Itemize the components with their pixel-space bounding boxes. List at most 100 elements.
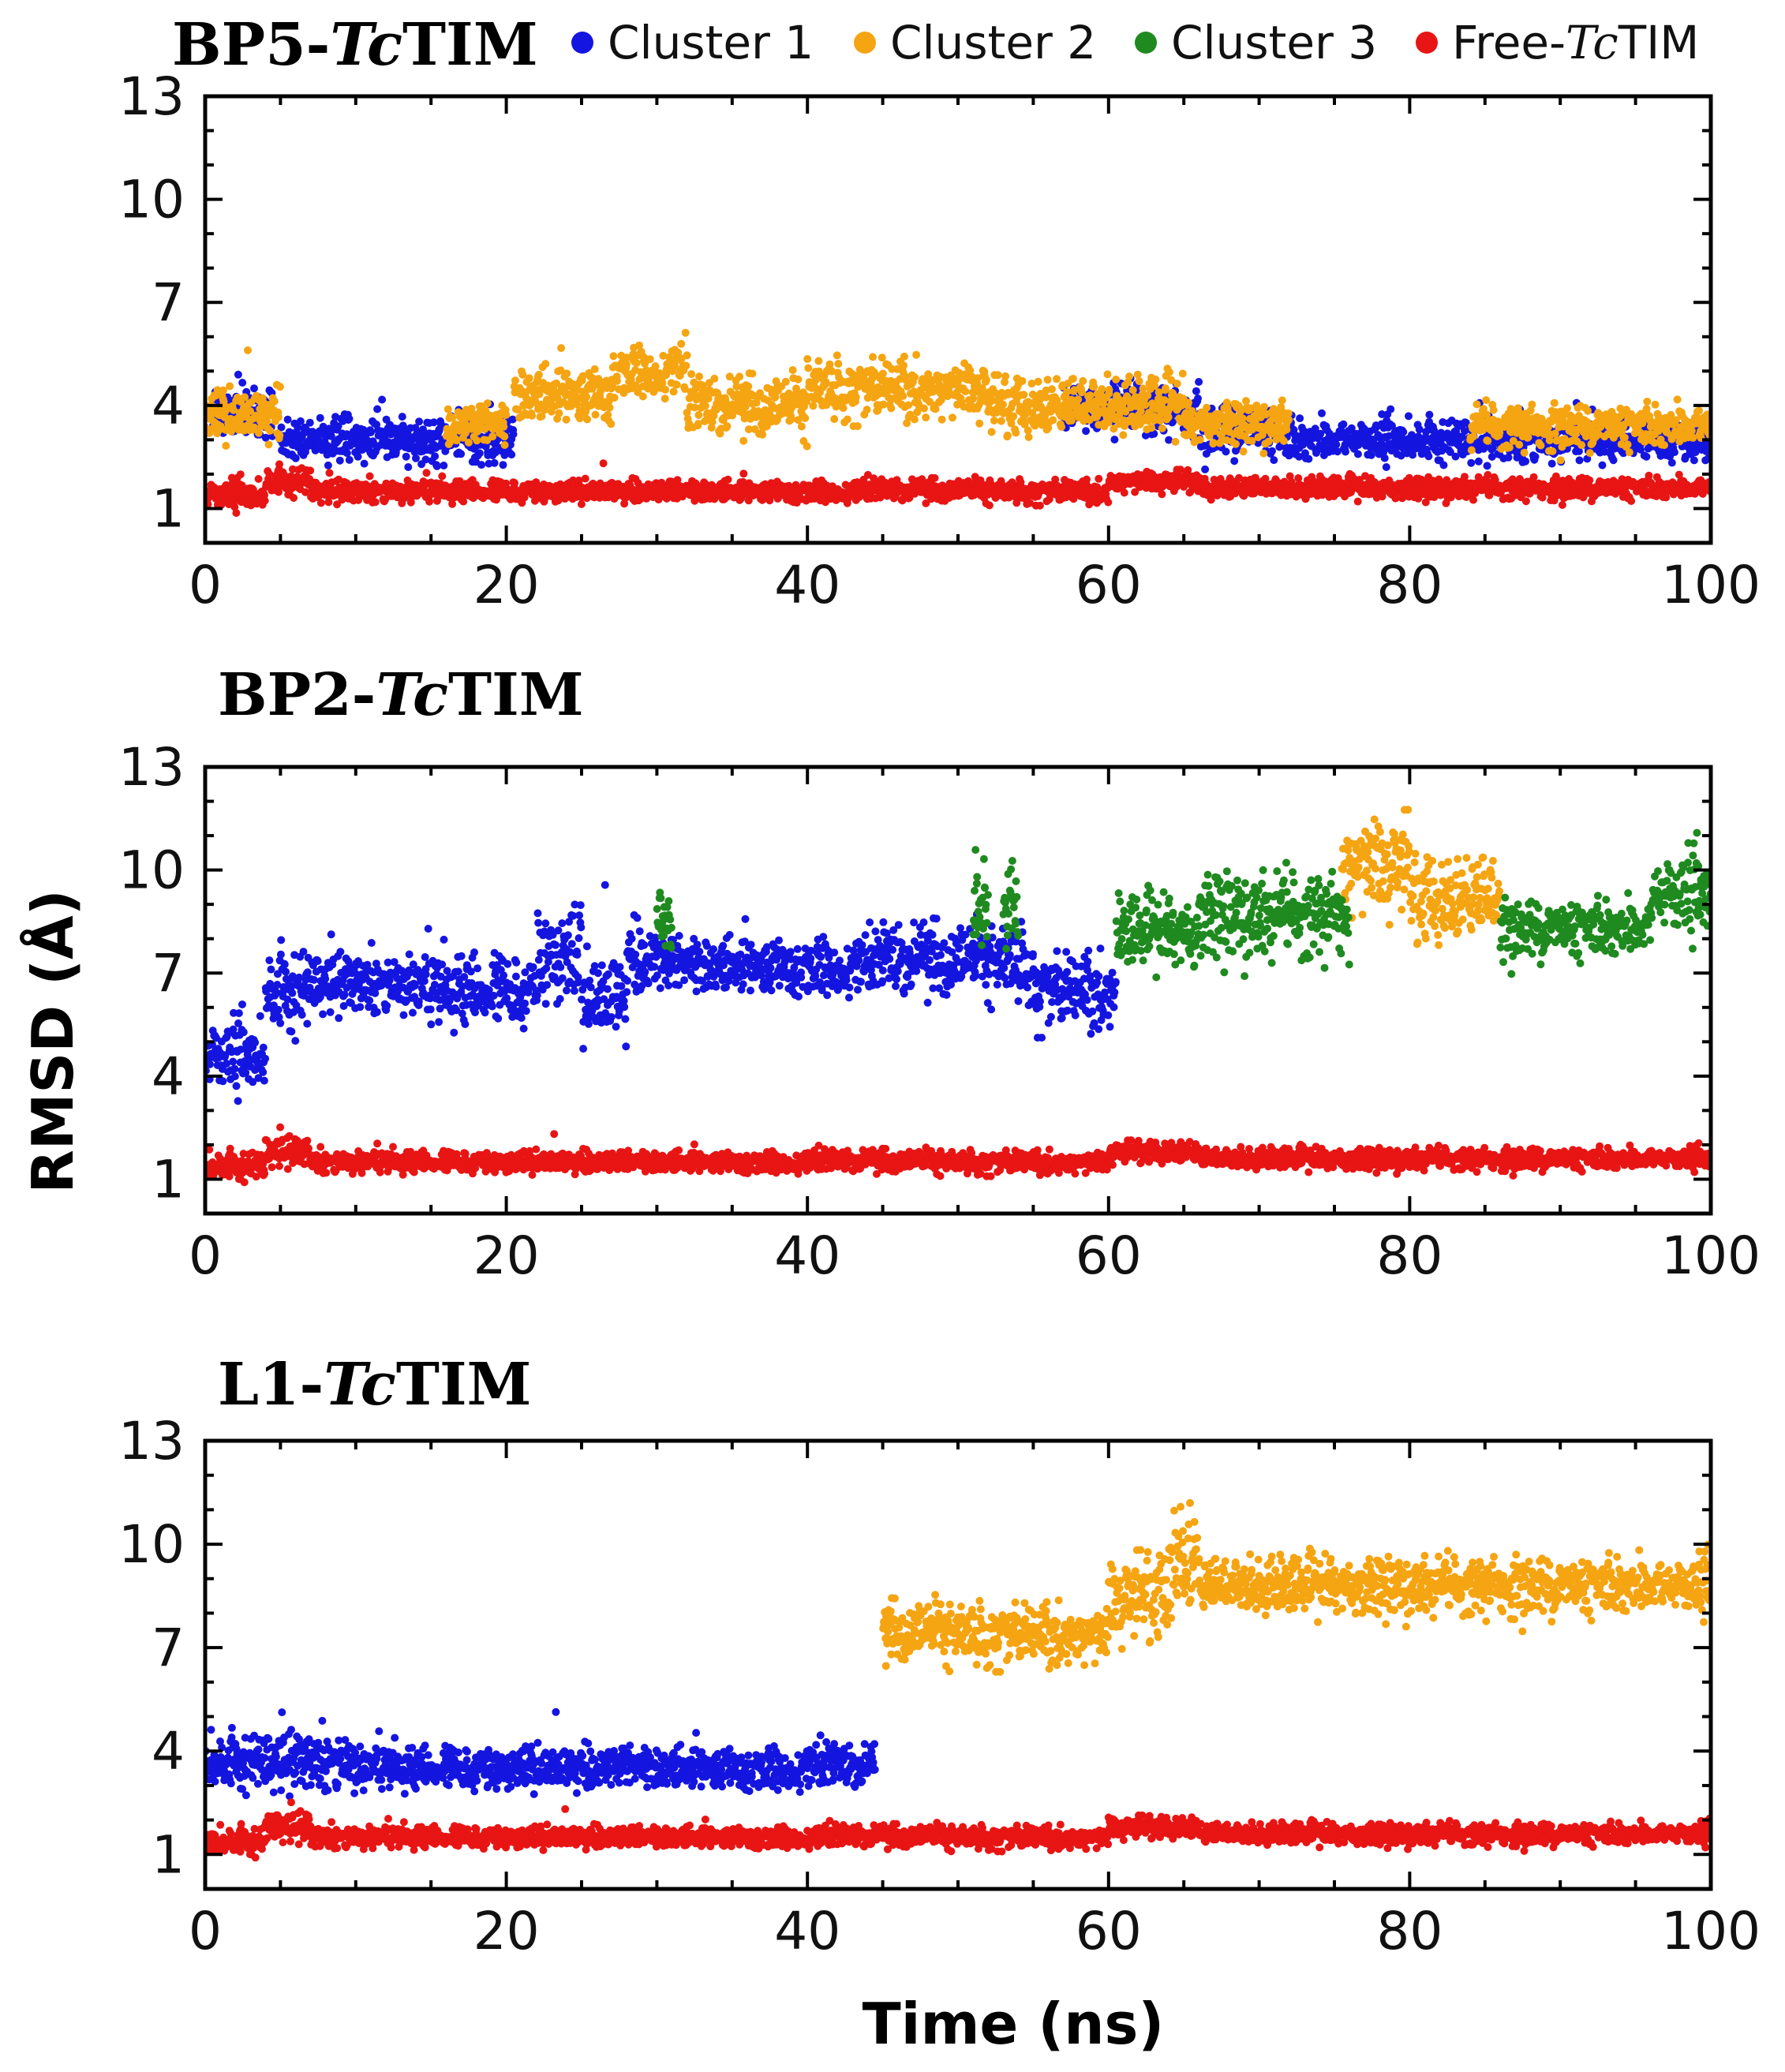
point: [1483, 462, 1491, 470]
point: [1318, 409, 1326, 417]
point: [635, 341, 643, 350]
point: [555, 409, 563, 417]
point: [659, 351, 668, 360]
point: [794, 375, 803, 383]
point: [1484, 436, 1492, 445]
point: [1446, 448, 1454, 456]
legend-label: Free-TcTIM: [1452, 16, 1699, 69]
point: [834, 360, 843, 368]
point: [994, 371, 1002, 380]
point: [1177, 401, 1186, 410]
point: [1304, 454, 1313, 463]
legend-marker: [854, 32, 876, 54]
point: [365, 472, 374, 481]
point: [270, 397, 279, 406]
point: [690, 403, 699, 412]
point: [1139, 384, 1147, 393]
point: [1048, 385, 1056, 394]
point: [723, 422, 732, 431]
point: [448, 413, 457, 422]
point: [1031, 421, 1039, 430]
point: [306, 466, 315, 475]
point: [851, 393, 860, 402]
point: [651, 362, 660, 371]
point: [483, 399, 492, 408]
point: [429, 418, 438, 427]
point: [260, 496, 269, 505]
point: [324, 498, 333, 507]
point: [1509, 436, 1517, 445]
point: [575, 414, 584, 423]
point: [1009, 412, 1018, 421]
point: [263, 417, 271, 426]
point: [305, 418, 314, 427]
point: [638, 392, 647, 401]
point: [1121, 407, 1130, 416]
data-points: [205, 328, 1711, 518]
point: [406, 498, 415, 507]
point: [1103, 370, 1112, 379]
point: [843, 415, 851, 424]
point: [1526, 406, 1535, 415]
point: [1469, 432, 1478, 441]
point: [844, 495, 852, 503]
point: [500, 432, 509, 441]
point: [1342, 447, 1349, 456]
point: [1461, 419, 1470, 428]
point: [787, 415, 795, 424]
point: [275, 431, 284, 439]
point: [412, 454, 420, 462]
point: [986, 397, 995, 406]
point: [373, 405, 382, 413]
point: [701, 402, 709, 410]
point: [1141, 401, 1150, 410]
point: [912, 350, 921, 359]
point: [961, 387, 970, 396]
point: [354, 452, 362, 461]
point: [673, 476, 682, 484]
point: [931, 405, 940, 413]
point: [1173, 380, 1181, 388]
point: [1642, 452, 1651, 461]
point: [1528, 400, 1536, 409]
point: [599, 459, 608, 468]
point: [911, 373, 919, 381]
point: [525, 374, 533, 383]
point: [577, 500, 586, 508]
point: [900, 361, 907, 370]
point: [1164, 413, 1173, 421]
point: [590, 365, 599, 373]
point: [985, 501, 994, 510]
point: [937, 415, 946, 424]
point: [855, 365, 864, 374]
point: [672, 380, 681, 389]
point: [277, 423, 286, 432]
point: [553, 394, 562, 402]
point: [500, 422, 508, 431]
point: [291, 454, 300, 462]
point: [490, 458, 499, 467]
point: [334, 422, 342, 431]
point: [415, 417, 424, 426]
point: [695, 372, 704, 381]
legend-label: Cluster 3: [1171, 16, 1377, 69]
point: [1439, 461, 1448, 469]
point: [863, 406, 871, 414]
point: [499, 461, 507, 469]
point: [674, 348, 683, 357]
point: [1556, 456, 1565, 465]
point: [1415, 425, 1424, 434]
point: [804, 364, 813, 372]
point: [1332, 440, 1341, 449]
point: [1178, 369, 1187, 378]
point: [1067, 417, 1076, 425]
point: [582, 393, 591, 401]
point: [1473, 400, 1481, 409]
point: [583, 415, 592, 424]
point: [1001, 372, 1010, 380]
point: [1074, 395, 1083, 404]
point: [1042, 393, 1050, 402]
series-cluster-2: [205, 328, 1711, 465]
point: [899, 391, 907, 400]
